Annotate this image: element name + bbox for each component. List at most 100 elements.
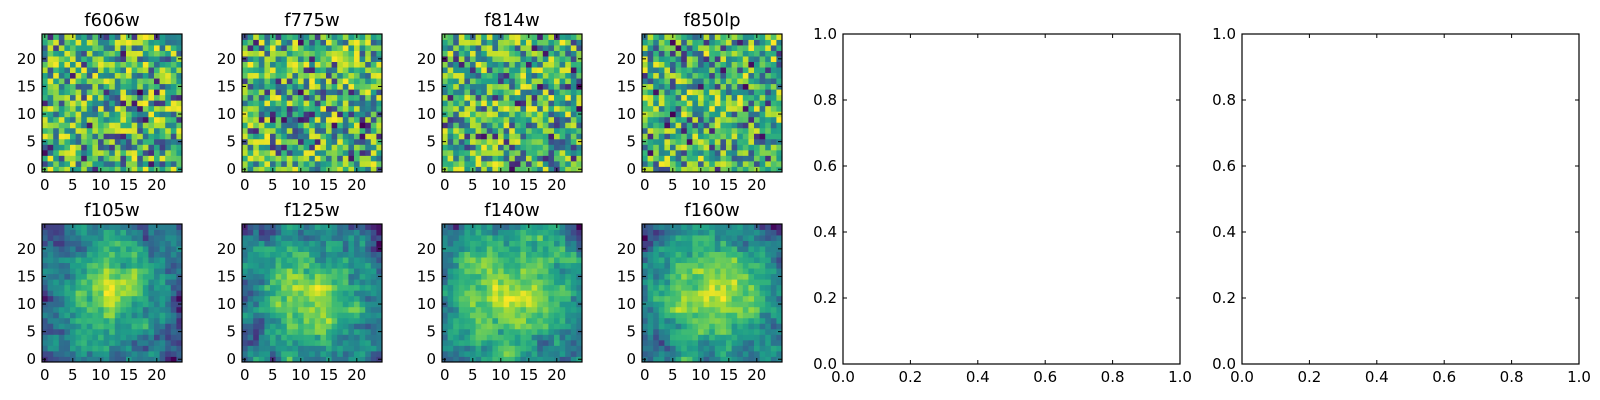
heatmap-cell <box>576 39 583 46</box>
heatmap-cell <box>520 273 527 280</box>
heatmap-cell <box>286 224 293 230</box>
heatmap-cell <box>559 323 566 330</box>
heatmap-cell <box>58 356 65 363</box>
heatmap-cell <box>765 61 772 68</box>
heatmap-cell <box>103 105 110 112</box>
heatmap-cell <box>458 39 465 46</box>
heatmap-cell <box>264 67 271 74</box>
heatmap-cell <box>270 116 276 123</box>
heatmap-cell <box>531 284 538 291</box>
heatmap-cell <box>475 251 482 258</box>
heatmap-cell <box>442 345 448 352</box>
heatmap-cell <box>554 39 560 46</box>
heatmap-cell <box>81 317 88 324</box>
heatmap-cell <box>247 328 254 335</box>
heatmap-cell <box>331 83 338 90</box>
heatmap-cell <box>370 290 377 297</box>
heatmap-cell <box>331 345 338 352</box>
heatmap-cell <box>342 105 349 112</box>
heatmap-cell <box>64 284 71 291</box>
heatmap-cell <box>520 334 527 341</box>
heatmap-cell <box>314 133 321 140</box>
heatmap-cell <box>565 61 572 68</box>
heatmap-cell <box>103 56 110 62</box>
heatmap-cell <box>154 116 160 123</box>
heatmap-cell <box>47 133 54 140</box>
heatmap-cell <box>776 295 783 302</box>
heatmap-cell <box>531 166 538 173</box>
heatmap-cell <box>514 262 521 269</box>
heatmap-cell <box>281 279 288 286</box>
heatmap-cell <box>554 144 560 151</box>
heatmap-cell <box>692 312 699 319</box>
heatmap-cell <box>331 138 338 145</box>
heatmap-cell <box>331 50 338 57</box>
heatmap-cell <box>326 339 332 346</box>
heatmap-cell <box>303 160 310 167</box>
heatmap-cell <box>681 138 688 145</box>
heatmap-cell <box>303 144 310 151</box>
heatmap-cell <box>647 67 654 74</box>
heatmap-cell <box>498 94 504 101</box>
heatmap-cell <box>337 323 344 330</box>
heatmap-cell <box>548 67 555 74</box>
heatmap-cell <box>270 240 276 247</box>
heatmap-cell <box>565 229 572 236</box>
heatmap-cell <box>142 133 149 140</box>
heatmap-cell <box>348 312 355 319</box>
heatmap-cell <box>720 72 727 79</box>
heatmap-cell <box>42 160 48 167</box>
heatmap-cell <box>165 116 172 123</box>
heatmap-cell <box>109 39 116 46</box>
heatmap-cell <box>742 61 749 68</box>
heatmap-cell <box>720 317 727 324</box>
heatmap-cell <box>58 323 65 330</box>
heatmap-cell <box>470 262 476 269</box>
heatmap-cell <box>726 160 732 167</box>
heatmap-cell <box>686 111 693 118</box>
heatmap-cell <box>742 100 749 107</box>
heatmap-cell <box>492 323 499 330</box>
heatmap-cell <box>258 50 265 57</box>
heatmap-cell <box>176 262 183 269</box>
heatmap-cell <box>86 334 93 341</box>
heatmap-cell <box>365 257 372 264</box>
heatmap-cell <box>131 306 138 313</box>
heatmap-cell <box>98 39 104 46</box>
heatmap-cell <box>253 229 260 236</box>
heatmap-cell <box>570 127 577 134</box>
heatmap-cell <box>458 334 465 341</box>
heatmap-cell <box>137 138 144 145</box>
heatmap-cell <box>58 39 65 46</box>
heatmap-cell <box>137 83 144 90</box>
heatmap-cell <box>370 240 377 247</box>
heatmap-cell <box>770 323 777 330</box>
heatmap-cell <box>247 127 254 134</box>
heatmap-cell <box>653 72 660 79</box>
heatmap-cell <box>765 133 772 140</box>
heatmap-cell <box>714 138 721 145</box>
heatmap-cell <box>81 144 88 151</box>
heatmap-cell <box>292 279 299 286</box>
heatmap-cell <box>326 144 332 151</box>
heatmap-cell <box>509 133 516 140</box>
heatmap-cell <box>159 284 166 291</box>
heatmap-cell <box>348 111 355 118</box>
heatmap-cell <box>165 273 172 280</box>
heatmap-cell <box>309 295 316 302</box>
heatmap-cell <box>53 328 60 335</box>
heatmap-cell <box>58 155 65 162</box>
heatmap-cell <box>447 334 454 341</box>
heatmap-cell <box>686 295 693 302</box>
heatmap-cell <box>365 317 372 324</box>
heatmap-cell <box>120 356 127 363</box>
heatmap-cell <box>148 89 155 96</box>
heatmap-cell <box>470 72 476 79</box>
heatmap-cell <box>647 133 654 140</box>
heatmap-cell <box>292 89 299 96</box>
heatmap-cell <box>314 273 321 280</box>
heatmap-cell <box>337 155 344 162</box>
heatmap-cell <box>475 279 482 286</box>
heatmap-cell <box>675 105 682 112</box>
heatmap-cell <box>570 295 577 302</box>
